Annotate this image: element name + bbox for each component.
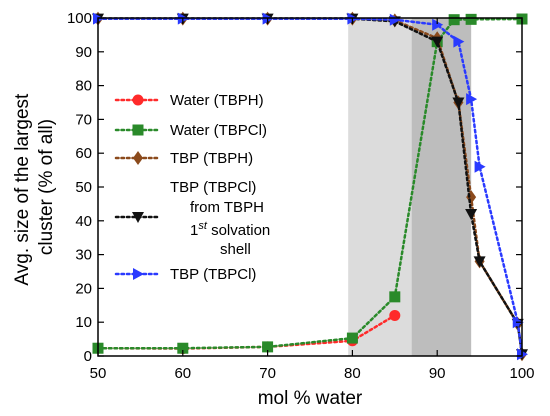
x-tick-label: 60 xyxy=(174,365,191,382)
legend-marker xyxy=(133,151,143,165)
legend-marker xyxy=(132,124,144,136)
x-tick-label: 90 xyxy=(429,365,446,382)
legend-label: TBP (TBPCl) from TBPH 1st solvation shell xyxy=(170,179,270,258)
y-axis-title-line-2: cluster (% of all) xyxy=(36,119,57,255)
y-tick-label: 50 xyxy=(75,179,92,196)
x-tick-label: 80 xyxy=(344,365,361,382)
data-point xyxy=(389,13,401,26)
legend-label: Water (TBPCl) xyxy=(170,122,267,139)
y-axis-title-line-1: Avg. size of the largest xyxy=(12,93,33,286)
x-tick-label: 50 xyxy=(90,365,107,382)
shaded-region-2 xyxy=(411,18,472,356)
y-tick-label: 60 xyxy=(75,145,92,162)
y-tick-label: 80 xyxy=(75,78,92,95)
x-axis-title: mol % water xyxy=(258,388,363,409)
data-point xyxy=(389,291,401,303)
legend-label: Water (TBPH) xyxy=(170,92,264,109)
x-tick-label: 70 xyxy=(259,365,276,382)
y-tick-label: 20 xyxy=(75,280,92,297)
data-point xyxy=(389,309,401,321)
legend: Water (TBPH) Water (TBPCl) TBP (TBPH) TBP (… xyxy=(114,92,270,283)
legend-label: TBP (TBPH) xyxy=(170,150,253,167)
data-point xyxy=(448,14,460,26)
y-tick-label: 0 xyxy=(84,348,92,365)
data-point xyxy=(452,97,465,109)
y-tick-label: 30 xyxy=(75,247,92,264)
shaded-regions xyxy=(348,18,472,356)
data-point xyxy=(466,93,478,106)
y-axis-title: Avg. size of the largest cluster (% of a… xyxy=(12,88,57,285)
legend-marker xyxy=(133,268,144,280)
data-point xyxy=(465,209,478,221)
data-point xyxy=(431,36,444,48)
legend-entry-3: TBP (TBPH) xyxy=(114,150,253,167)
data-point xyxy=(432,18,444,31)
legend-entry-4: TBP (TBPCl) from TBPH 1st solvation shell xyxy=(114,179,270,258)
legend-entry-5: TBP (TBPCl) xyxy=(114,266,256,283)
legend-marker xyxy=(132,94,144,106)
legend-label: TBP (TBPCl) xyxy=(170,266,256,283)
y-tick-label: 40 xyxy=(75,213,92,230)
legend-marker xyxy=(132,212,144,223)
data-point xyxy=(465,13,477,25)
data-point xyxy=(177,342,189,354)
data-point xyxy=(346,332,358,344)
y-tick-label: 90 xyxy=(75,44,92,61)
y-tick-label: 100 xyxy=(67,10,92,27)
data-point xyxy=(473,256,486,268)
data-point xyxy=(474,160,486,173)
axis-ticks: 50 60 70 80 90 100 0 10 20 30 40 50 60 70 80 90 100 xyxy=(67,10,535,382)
series-line-5 xyxy=(96,17,524,356)
data-point xyxy=(262,341,274,353)
y-tick-label: 10 xyxy=(75,314,92,331)
data-point xyxy=(453,35,465,48)
legend-entry-1: Water (TBPH) xyxy=(114,92,264,109)
x-tick-label: 100 xyxy=(509,365,534,382)
legend-entry-2: Water (TBPCl) xyxy=(114,122,267,139)
y-tick-label: 70 xyxy=(75,111,92,128)
